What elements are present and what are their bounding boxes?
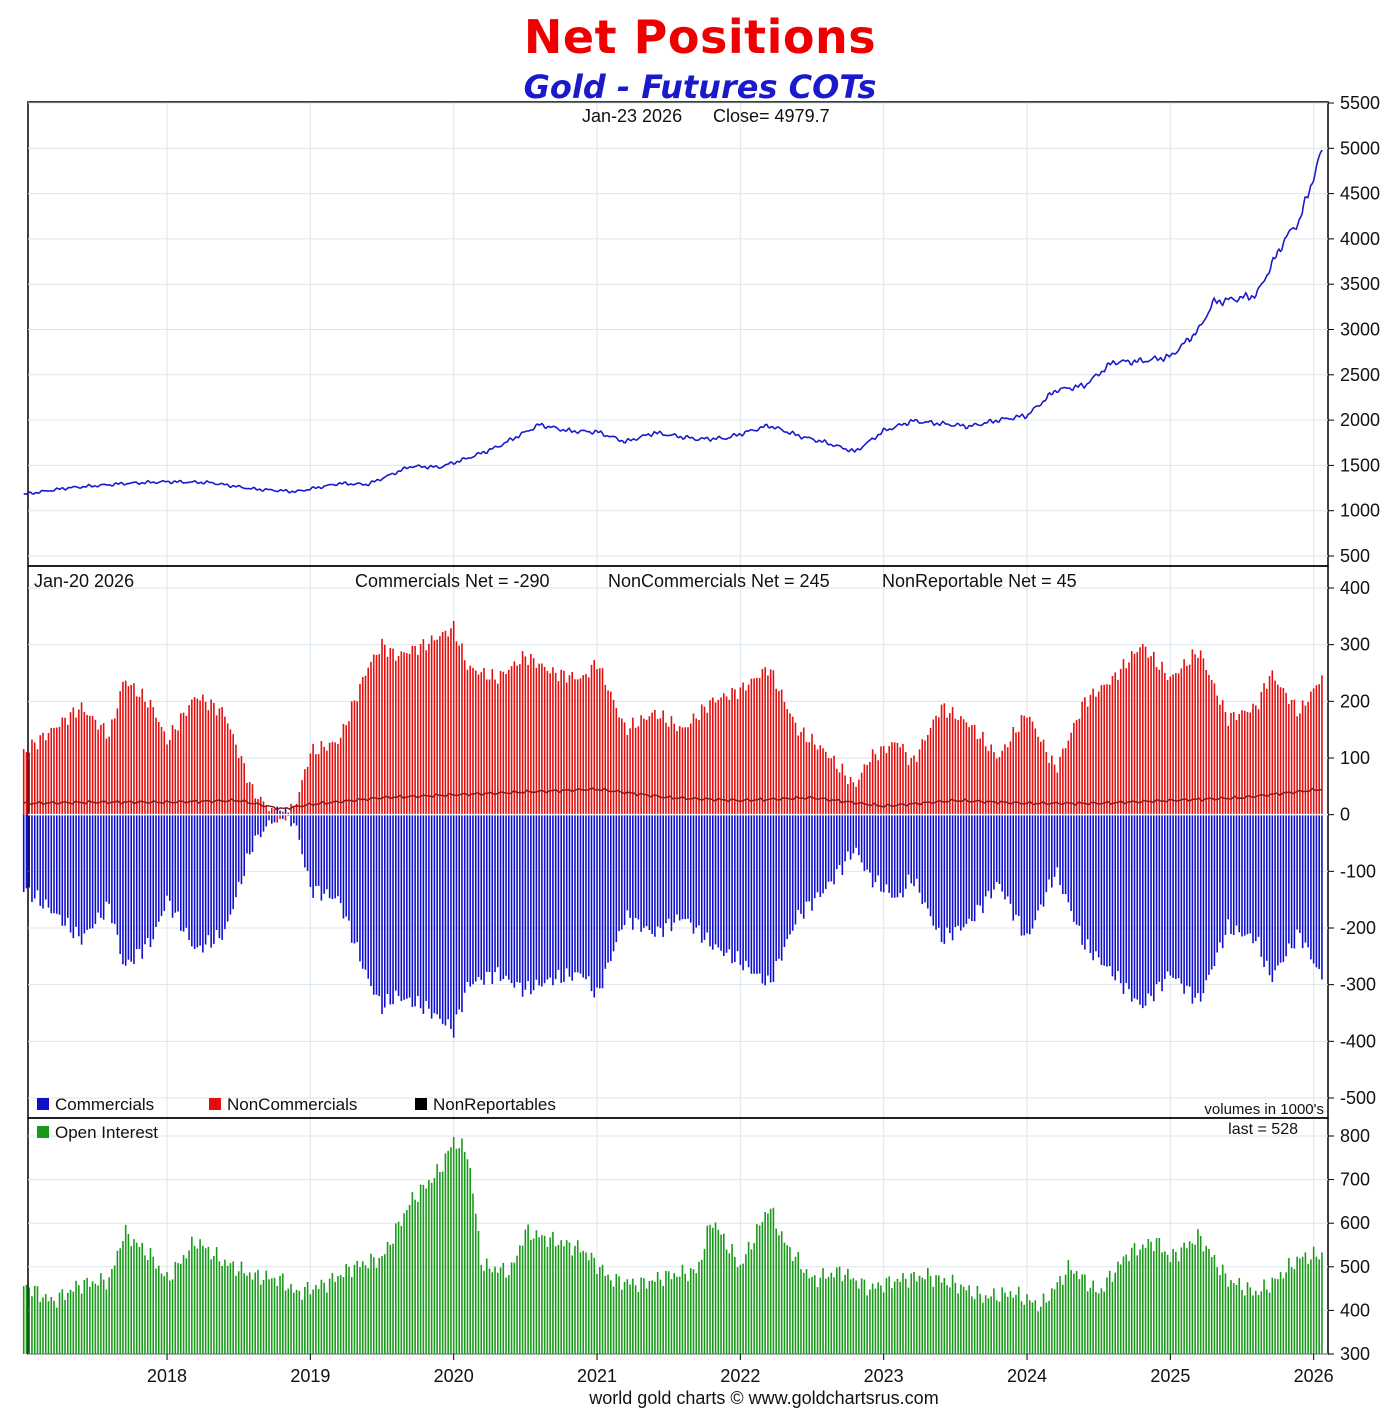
oi-bars [22, 1136, 1323, 1354]
x-tick-label-2026: 2026 [1294, 1366, 1334, 1386]
x-tick-label-2025: 2025 [1150, 1366, 1190, 1386]
price-panel-frame [27, 101, 1329, 567]
oi-tick-label-800: 800 [1340, 1126, 1370, 1146]
price-header-date: Jan-23 2026 [582, 106, 682, 126]
x-tick-label-2019: 2019 [290, 1366, 330, 1386]
net-header-commercials: Commercials Net = -290 [355, 571, 550, 591]
x-tick-label-2022: 2022 [720, 1366, 760, 1386]
oi-panel-frame [27, 1117, 1329, 1355]
legend-swatch-commercials [37, 1098, 49, 1110]
oi-last-label: last = 528 [1228, 1121, 1298, 1138]
legend-nonreportables: NonReportables [433, 1095, 556, 1114]
price-tick-label-2000: 2000 [1340, 410, 1380, 430]
x-tick-label-2020: 2020 [434, 1366, 474, 1386]
legend-commercials: Commercials [55, 1095, 154, 1114]
price-header-close: Close= 4979.7 [713, 106, 830, 126]
net-panel-frame [27, 565, 1329, 1119]
oi-tick-label-500: 500 [1340, 1257, 1370, 1277]
legend-noncommercials: NonCommercials [227, 1095, 357, 1114]
oi-tick-label-700: 700 [1340, 1170, 1370, 1190]
chart-title: Net Positions [523, 10, 877, 64]
net-tick-label--100: -100 [1340, 861, 1376, 881]
net-tick-label-300: 300 [1340, 635, 1370, 655]
x-tick-label-2023: 2023 [864, 1366, 904, 1386]
net-tick-label-400: 400 [1340, 578, 1370, 598]
net-tick-label-200: 200 [1340, 691, 1370, 711]
price-tick-label-1000: 1000 [1340, 501, 1380, 521]
net-tick-label--500: -500 [1340, 1088, 1376, 1108]
legend-swatch-open-interest [37, 1126, 49, 1138]
price-tick-label-3000: 3000 [1340, 320, 1380, 340]
net-bars [22, 621, 1323, 1038]
price-line [23, 149, 1323, 496]
net-tick-label-100: 100 [1340, 748, 1370, 768]
oi-tick-label-400: 400 [1340, 1300, 1370, 1320]
footer-credit: world gold charts © www.goldchartsrus.co… [588, 1388, 938, 1408]
x-axis-ticks: 2018 2019 2020 2021 2022 2023 2024 2025 2026 [147, 1354, 1334, 1386]
line-series [23, 149, 1328, 816]
net-header-noncommercials: NonCommercials Net = 245 [608, 571, 830, 591]
oi-tick-label-600: 600 [1340, 1213, 1370, 1233]
nonreportables-line [23, 786, 1323, 811]
price-tick-label-4500: 4500 [1340, 184, 1380, 204]
x-tick-label-2018: 2018 [147, 1366, 187, 1386]
legend-swatch-nonreportables [415, 1098, 427, 1110]
price-tick-label-5000: 5000 [1340, 138, 1380, 158]
price-tick-label-3500: 3500 [1340, 274, 1380, 294]
price-tick-label-5500: 5500 [1340, 93, 1380, 113]
price-tick-label-1500: 1500 [1340, 455, 1380, 475]
y-axis-ticks: 5001000150020002500300035004000450050005… [1328, 93, 1380, 1364]
legend-open-interest: Open Interest [55, 1123, 158, 1142]
x-tick-label-2024: 2024 [1007, 1366, 1047, 1386]
volumes-note: volumes in 1000's [1204, 1101, 1324, 1118]
net-tick-label--200: -200 [1340, 918, 1376, 938]
x-tick-label-2021: 2021 [577, 1366, 617, 1386]
net-tick-label--300: -300 [1340, 975, 1376, 995]
price-tick-label-500: 500 [1340, 546, 1370, 566]
legend-swatch-noncommercials [209, 1098, 221, 1110]
net-tick-label--400: -400 [1340, 1031, 1376, 1051]
net-header-nonreportable: NonReportable Net = 45 [882, 571, 1077, 591]
price-tick-label-2500: 2500 [1340, 365, 1380, 385]
price-tick-label-4000: 4000 [1340, 229, 1380, 249]
grid-lines [28, 102, 1328, 1355]
oi-tick-label-300: 300 [1340, 1344, 1370, 1364]
chart-subtitle: Gold - Futures COTs [523, 68, 877, 106]
net-header-date: Jan-20 2026 [34, 571, 134, 591]
net-tick-label-0: 0 [1340, 805, 1350, 825]
